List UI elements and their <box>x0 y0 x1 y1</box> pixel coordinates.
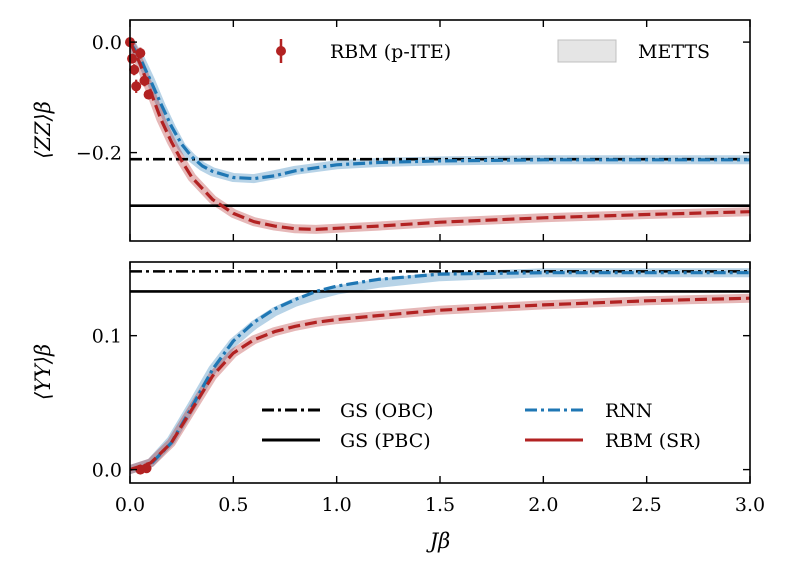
x-tick-label: 1.0 <box>322 494 352 516</box>
legend-label-gs-pbc: GS (PBC) <box>340 430 431 452</box>
yy-data-layer <box>130 268 750 475</box>
plot-area <box>130 37 750 234</box>
panel-zz: 0.0 −0.2 ⟨ZZ⟩β RBM (p-ITE) METTS <box>31 19 751 242</box>
legend-marker-metts <box>557 39 617 63</box>
series-rbm-sr- <box>130 41 750 231</box>
legend-label-rbm-sr: RBM (SR) <box>605 430 701 452</box>
legend-label-metts: METTS <box>638 41 710 63</box>
legend-label-rbm-pite: RBM (p-ITE) <box>330 41 451 63</box>
rbm-pite-point <box>135 47 146 59</box>
zz-ticks: 0.0 −0.2 <box>76 20 751 241</box>
series-rbm-sr- <box>130 296 750 472</box>
zz-ylabel: ⟨ZZ⟩β <box>31 101 55 159</box>
yy-ylabel: ⟨YY⟩β <box>31 344 55 400</box>
y-tick-label: 0.0 <box>92 460 122 482</box>
legend-label-rnn: RNN <box>605 400 653 422</box>
rbm-pite-point <box>131 79 142 93</box>
zz-data-layer <box>125 37 750 234</box>
plot-area <box>130 268 750 475</box>
y-tick-label: 0.0 <box>92 32 122 54</box>
panel-yy: 0.0 0.5 1.0 1.5 2.0 2.5 3.0 0.0 0.1 ⟨YY⟩β Jβ GS … <box>31 261 765 553</box>
x-tick-label: 1.5 <box>425 494 455 516</box>
yy-ticks: 0.0 0.5 1.0 1.5 2.0 2.5 3.0 0.0 0.1 <box>92 262 765 516</box>
y-tick-label: 0.1 <box>92 326 122 348</box>
rbm-pite-point <box>139 75 150 87</box>
rbm-pite-point <box>127 53 138 64</box>
zz-legend: RBM (p-ITE) METTS <box>276 39 710 63</box>
rbm-pite-point <box>141 463 152 474</box>
yy-axes-frame <box>129 261 751 484</box>
legend-marker-rbm-pite <box>276 39 286 63</box>
zz-axes-frame <box>129 19 751 242</box>
series-rnn <box>130 41 750 181</box>
y-tick-label: −0.2 <box>76 143 122 165</box>
x-tick-label: 0.0 <box>115 494 145 516</box>
rbm-pite-point <box>143 89 154 100</box>
series-metts-rbm- <box>130 37 750 234</box>
legend-label-gs-obc: GS (OBC) <box>340 400 434 422</box>
rbm-pite-point <box>129 64 140 76</box>
x-tick-label: 0.5 <box>218 494 248 516</box>
x-tick-label: 2.5 <box>632 494 662 516</box>
x-tick-label: 3.0 <box>735 494 765 516</box>
x-axis-label: Jβ <box>426 529 451 553</box>
yy-legend: GS (OBC) GS (PBC) RNN RBM (SR) <box>262 400 701 452</box>
x-tick-label: 2.0 <box>528 494 558 516</box>
